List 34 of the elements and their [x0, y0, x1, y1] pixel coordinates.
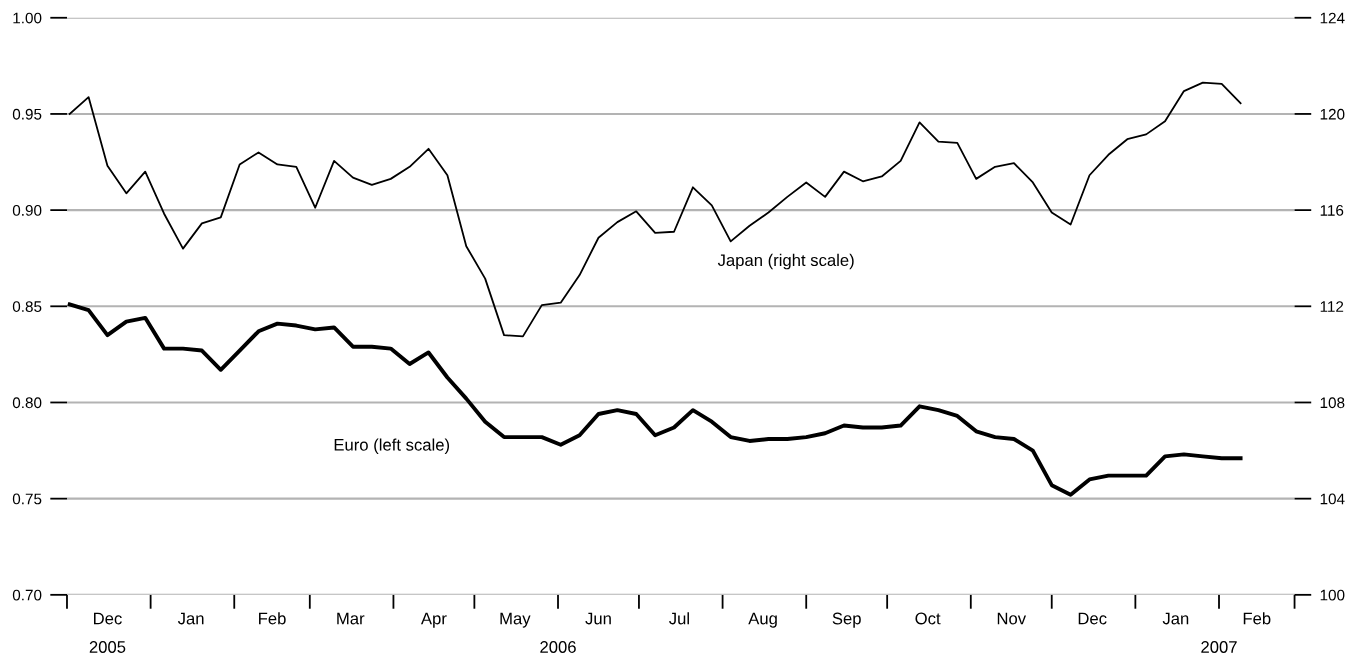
- x-tick-label: Jun: [585, 612, 611, 625]
- series-label: Japan (right scale): [717, 253, 854, 270]
- y2-tick-label: 120: [1320, 108, 1345, 120]
- x-tick-label: Dec: [1078, 612, 1107, 625]
- y-tick-label: 1.00: [13, 12, 42, 24]
- y-tick-label: 0.90: [12, 204, 42, 216]
- y-tick-label: 0.85: [12, 301, 42, 312]
- x-tick-label: Aug: [748, 612, 777, 628]
- x2-tick-label: 2006: [540, 641, 576, 653]
- y2-tick-label: 116: [1320, 204, 1344, 216]
- y2-tick-label: 100: [1320, 589, 1345, 601]
- x-tick-label: Feb: [259, 612, 286, 625]
- x2-tick-label: 2007: [1201, 641, 1237, 653]
- x-tick-label: May: [500, 612, 531, 628]
- x-tick-label: Apr: [420, 612, 447, 628]
- y-tick-label: 0.70: [12, 589, 42, 601]
- y2-tick-label: 104: [1320, 493, 1345, 505]
- x-tick-label: Jan: [177, 612, 204, 625]
- y-tick-label: 0.75: [12, 493, 42, 505]
- x-tick-label: Nov: [997, 612, 1027, 625]
- x-tick-label: Oct: [915, 612, 941, 625]
- x-tick-label: Jan: [1162, 612, 1189, 625]
- y2-tick-label: 112: [1320, 301, 1344, 312]
- x-tick-label: Feb: [1243, 612, 1271, 625]
- text: Euro (left scale): [334, 438, 450, 455]
- x-tick-label: Mar: [337, 612, 365, 625]
- y2-tick-label: 108: [1320, 397, 1345, 409]
- y-tick-label: 0.95: [12, 108, 42, 120]
- x-tick-label: Jul: [669, 612, 689, 625]
- x-tick-label: Sep: [832, 612, 861, 628]
- y-tick-label: 0.80: [12, 397, 42, 409]
- x-tick-label: Dec: [94, 612, 122, 625]
- y2-tick-label: 124: [1320, 12, 1345, 24]
- x2-tick-label: 2005: [89, 641, 126, 653]
